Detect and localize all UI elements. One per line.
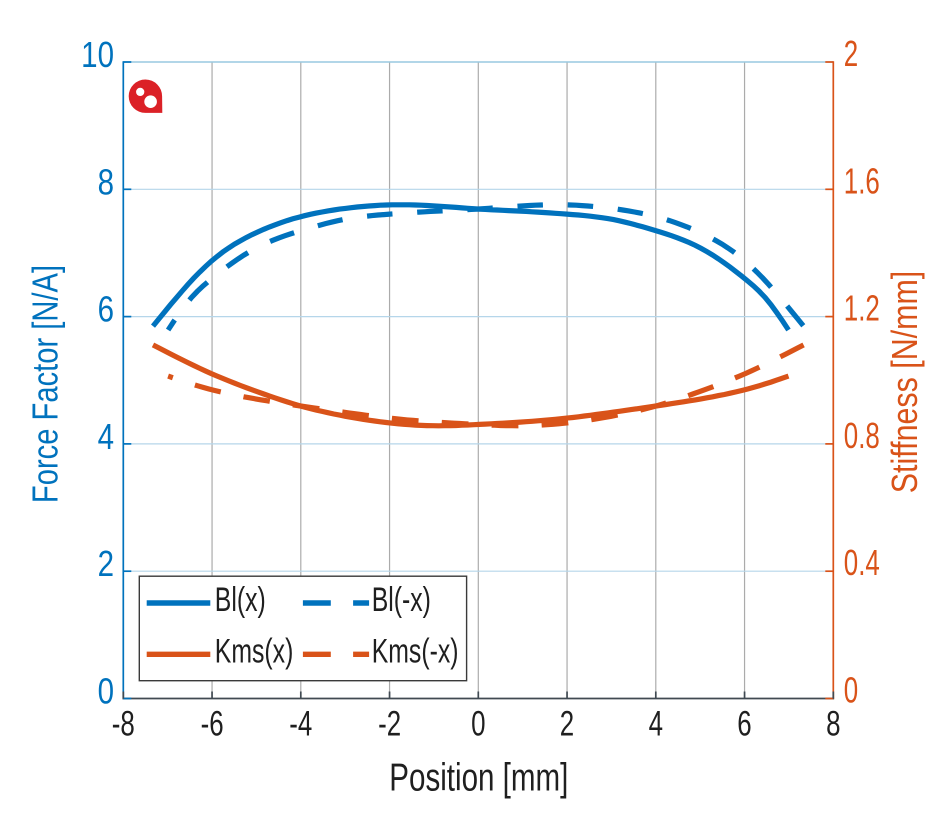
svg-text:0: 0	[471, 704, 485, 744]
svg-text:4: 4	[98, 416, 114, 456]
svg-text:Position [mm]: Position [mm]	[389, 756, 568, 799]
svg-text:6: 6	[737, 704, 751, 744]
svg-text:10: 10	[81, 34, 114, 74]
svg-text:0.8: 0.8	[844, 416, 880, 456]
svg-text:1.6: 1.6	[844, 161, 880, 201]
svg-text:Stiffness [N/mm]: Stiffness [N/mm]	[886, 271, 926, 493]
svg-text:0.4: 0.4	[844, 543, 880, 583]
svg-text:2: 2	[560, 704, 574, 744]
svg-text:-2: -2	[378, 704, 401, 744]
svg-text:Force Factor [N/A]: Force Factor [N/A]	[24, 265, 65, 503]
svg-text:-6: -6	[201, 704, 224, 744]
svg-text:Kms(-x): Kms(-x)	[372, 633, 459, 671]
svg-text:4: 4	[649, 704, 663, 744]
svg-text:6: 6	[98, 289, 114, 329]
svg-text:Bl(x): Bl(x)	[215, 581, 266, 619]
svg-text:0: 0	[98, 671, 114, 711]
svg-text:1.2: 1.2	[844, 288, 880, 328]
svg-text:8: 8	[826, 704, 840, 744]
svg-text:-4: -4	[289, 704, 312, 744]
svg-text:Bl(-x): Bl(-x)	[372, 581, 431, 619]
svg-text:2: 2	[844, 34, 858, 74]
svg-text:2: 2	[98, 543, 114, 583]
svg-text:8: 8	[98, 161, 114, 201]
svg-text:0: 0	[844, 670, 858, 710]
svg-text:Kms(x): Kms(x)	[215, 633, 294, 671]
svg-text:-8: -8	[112, 704, 135, 744]
